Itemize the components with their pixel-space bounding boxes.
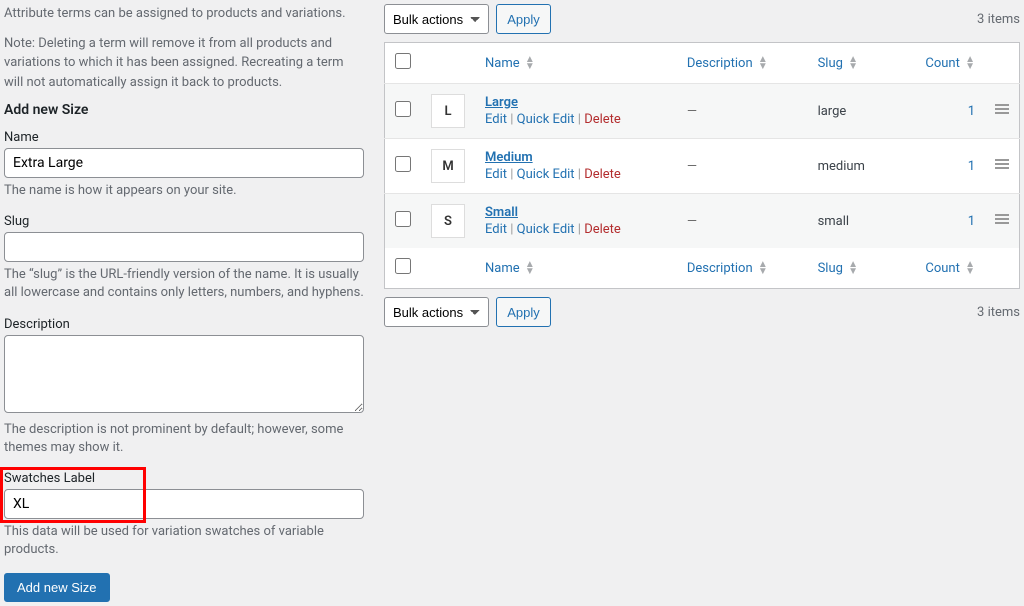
- swatch-thumb: L: [431, 94, 465, 128]
- slug-input[interactable]: [4, 232, 364, 262]
- intro-text-1: Attribute terms can be assigned to produ…: [4, 4, 364, 24]
- apply-button-top[interactable]: Apply: [496, 4, 551, 34]
- sort-icon: [525, 56, 535, 70]
- term-name-link[interactable]: Medium: [485, 150, 533, 165]
- swatches-input[interactable]: [4, 489, 364, 519]
- name-help: The name is how it appears on your site.: [4, 182, 364, 200]
- col-description-foot[interactable]: Description: [677, 248, 808, 289]
- term-count-link[interactable]: 1: [968, 159, 975, 174]
- sort-icon: [965, 261, 975, 275]
- table-row: S Small Edit | Quick Edit | Delete — sma…: [385, 194, 1020, 249]
- description-label: Description: [4, 317, 364, 332]
- term-name-link[interactable]: Large: [485, 95, 518, 110]
- edit-link[interactable]: Edit: [485, 112, 507, 127]
- swatch-thumb: S: [431, 204, 465, 238]
- swatches-help: This data will be used for variation swa…: [4, 523, 364, 559]
- row-actions: Edit | Quick Edit | Delete: [485, 222, 667, 237]
- term-slug: medium: [808, 139, 895, 194]
- swatch-thumb: M: [431, 149, 465, 183]
- item-count-bottom: 3 items: [977, 305, 1020, 320]
- drag-handle[interactable]: [985, 139, 1020, 194]
- row-checkbox[interactable]: [395, 211, 411, 227]
- row-checkbox[interactable]: [395, 101, 411, 117]
- terms-table: Name Description Slug Count L Large Edit…: [384, 42, 1020, 289]
- quick-edit-link[interactable]: Quick Edit: [517, 112, 575, 127]
- name-input[interactable]: [4, 148, 364, 178]
- sort-icon: [525, 261, 535, 275]
- edit-link[interactable]: Edit: [485, 167, 507, 182]
- bulk-actions-select-top[interactable]: Bulk actions: [384, 4, 489, 34]
- row-checkbox[interactable]: [395, 156, 411, 172]
- sort-icon: [758, 261, 768, 275]
- sort-icon: [758, 56, 768, 70]
- slug-label: Slug: [4, 214, 364, 229]
- term-name-link[interactable]: Small: [485, 205, 518, 220]
- quick-edit-link[interactable]: Quick Edit: [517, 167, 575, 182]
- sort-icon: [965, 56, 975, 70]
- quick-edit-link[interactable]: Quick Edit: [517, 222, 575, 237]
- sort-icon: [848, 261, 858, 275]
- row-actions: Edit | Quick Edit | Delete: [485, 112, 667, 127]
- swatches-label: Swatches Label: [4, 471, 364, 486]
- term-description: —: [687, 104, 697, 119]
- select-all-top[interactable]: [395, 53, 411, 69]
- drag-handle[interactable]: [985, 84, 1020, 139]
- select-all-bottom[interactable]: [395, 258, 411, 274]
- intro-text-2: Note: Deleting a term will remove it fro…: [4, 34, 364, 93]
- col-slug-foot[interactable]: Slug: [808, 248, 895, 289]
- description-help: The description is not prominent by defa…: [4, 421, 364, 457]
- form-heading: Add new Size: [4, 102, 364, 118]
- drag-handle[interactable]: [985, 194, 1020, 249]
- apply-button-bottom[interactable]: Apply: [496, 297, 551, 327]
- term-description: —: [687, 159, 697, 174]
- row-actions: Edit | Quick Edit | Delete: [485, 167, 667, 182]
- submit-button[interactable]: Add new Size: [4, 573, 110, 602]
- col-description[interactable]: Description: [677, 43, 808, 84]
- edit-link[interactable]: Edit: [485, 222, 507, 237]
- term-slug: small: [808, 194, 895, 249]
- term-count-link[interactable]: 1: [968, 104, 975, 119]
- description-textarea[interactable]: [4, 335, 364, 413]
- slug-help: The “slug” is the URL-friendly version o…: [4, 266, 364, 302]
- item-count-top: 3 items: [977, 12, 1020, 27]
- col-count[interactable]: Count: [895, 43, 985, 84]
- delete-link[interactable]: Delete: [584, 112, 621, 127]
- col-name[interactable]: Name: [475, 43, 677, 84]
- term-description: —: [687, 214, 697, 229]
- col-slug[interactable]: Slug: [808, 43, 895, 84]
- term-slug: large: [808, 84, 895, 139]
- term-count-link[interactable]: 1: [968, 214, 975, 229]
- name-label: Name: [4, 130, 364, 145]
- col-count-foot[interactable]: Count: [895, 248, 985, 289]
- col-name-foot[interactable]: Name: [475, 248, 677, 289]
- table-row: M Medium Edit | Quick Edit | Delete — me…: [385, 139, 1020, 194]
- table-row: L Large Edit | Quick Edit | Delete — lar…: [385, 84, 1020, 139]
- delete-link[interactable]: Delete: [584, 167, 621, 182]
- bulk-actions-select-bottom[interactable]: Bulk actions: [384, 297, 489, 327]
- delete-link[interactable]: Delete: [584, 222, 621, 237]
- sort-icon: [848, 56, 858, 70]
